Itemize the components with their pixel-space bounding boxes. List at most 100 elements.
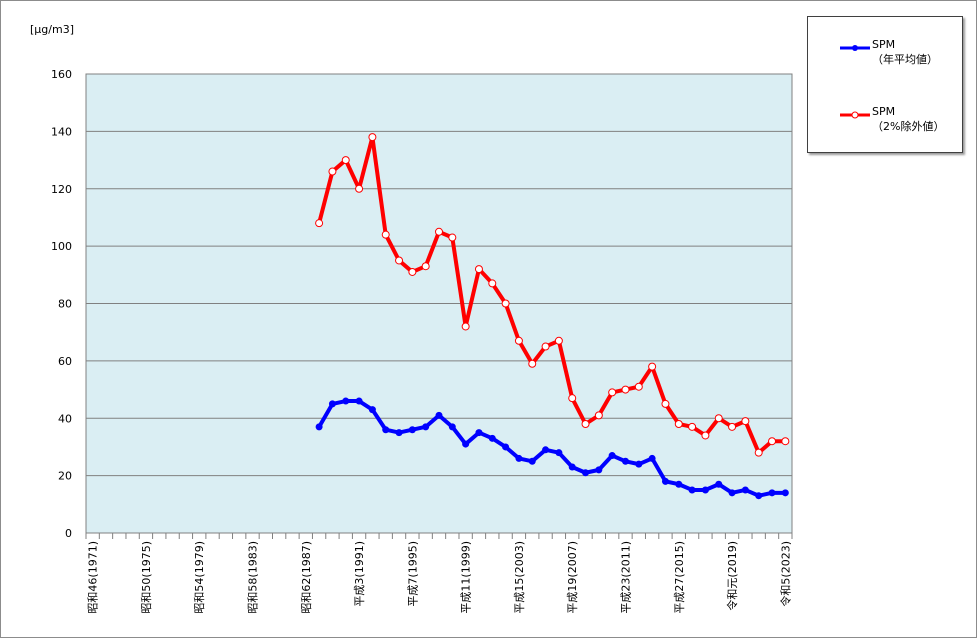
x-tick-label: 昭和62(1987) xyxy=(300,541,313,614)
data-point xyxy=(342,397,350,405)
data-point xyxy=(435,411,443,419)
data-point xyxy=(341,156,350,165)
x-tick-label: 令和5(2023) xyxy=(778,541,792,607)
x-tick-label: 平成7(1995) xyxy=(406,541,419,607)
x-tick-label: 昭和50(1975) xyxy=(140,541,153,614)
data-point xyxy=(728,489,736,497)
data-point xyxy=(768,489,776,497)
data-point xyxy=(488,434,496,442)
legend: SPM （年平均値） SPM （2%除外値） xyxy=(807,16,963,153)
legend-sublabel-2pct: （2%除外値） xyxy=(872,120,945,133)
data-point xyxy=(328,400,336,408)
x-tick-label: 平成3(1991) xyxy=(353,541,366,607)
legend-label-2pct: SPM xyxy=(872,105,896,118)
data-point xyxy=(661,399,670,408)
data-point xyxy=(595,466,603,474)
data-point xyxy=(594,411,603,420)
data-point xyxy=(621,385,630,394)
data-point xyxy=(368,133,377,142)
legend-swatch-blue xyxy=(840,45,870,51)
data-point xyxy=(568,463,576,471)
data-point xyxy=(381,230,390,239)
data-point xyxy=(635,460,643,468)
data-point xyxy=(448,233,457,242)
data-point xyxy=(395,256,404,265)
data-point xyxy=(355,184,364,193)
data-point xyxy=(688,422,697,431)
data-point xyxy=(781,437,790,446)
data-point xyxy=(608,452,616,460)
data-point xyxy=(515,454,523,462)
data-point xyxy=(555,449,563,457)
data-point xyxy=(714,414,723,423)
data-point xyxy=(315,219,324,228)
data-point xyxy=(582,469,590,477)
data-point xyxy=(715,480,723,488)
data-point xyxy=(581,419,590,428)
data-point xyxy=(648,454,656,462)
y-tick-label: 120 xyxy=(51,183,72,196)
data-point xyxy=(435,227,443,236)
x-tick-label: 平成27(2015) xyxy=(673,541,686,614)
data-point xyxy=(328,167,337,176)
data-point xyxy=(768,437,777,446)
data-point xyxy=(754,448,763,457)
y-tick-label: 100 xyxy=(51,240,72,253)
data-point xyxy=(755,492,763,500)
y-tick-label: 0 xyxy=(65,527,72,540)
data-point xyxy=(621,457,629,465)
x-tick-label: 平成15(2003) xyxy=(513,541,526,614)
y-tick-label: 20 xyxy=(58,470,72,483)
data-point xyxy=(422,423,430,431)
data-point xyxy=(568,394,577,403)
unit-label: [μg/m3] xyxy=(30,23,74,36)
data-point xyxy=(488,279,497,288)
data-point xyxy=(368,406,376,414)
data-point xyxy=(408,426,416,434)
data-point xyxy=(634,382,643,391)
legend-label-annual: SPM xyxy=(872,38,896,51)
data-point xyxy=(355,397,363,405)
data-point xyxy=(661,477,669,485)
data-point xyxy=(408,267,417,276)
data-point xyxy=(648,362,657,371)
x-tick-label: 平成19(2007) xyxy=(566,541,579,614)
data-point xyxy=(675,480,683,488)
data-point xyxy=(395,429,403,437)
legend-item-annual-mean: SPM （年平均値） xyxy=(834,38,962,74)
data-point xyxy=(688,486,696,494)
data-point xyxy=(781,489,789,497)
data-point xyxy=(382,426,390,434)
legend-item-2pct-excluded: SPM （2%除外値） xyxy=(834,105,962,141)
data-point xyxy=(461,322,470,331)
y-tick-label: 160 xyxy=(51,68,72,81)
legend-sublabel-annual: （年平均値） xyxy=(872,53,938,66)
x-tick-label: 平成11(1999) xyxy=(460,541,473,614)
x-tick-label: 昭和54(1979) xyxy=(193,541,206,614)
y-tick-label: 40 xyxy=(58,412,72,425)
data-point xyxy=(462,440,470,448)
data-point xyxy=(674,419,683,428)
y-tick-label: 140 xyxy=(51,125,72,138)
data-point xyxy=(315,423,323,431)
data-point xyxy=(608,388,617,397)
data-point xyxy=(448,423,456,431)
x-tick-label: 昭和46(1971) xyxy=(87,541,100,614)
data-point xyxy=(741,486,749,494)
data-point xyxy=(514,336,523,345)
x-tick-label: 平成23(2011) xyxy=(619,541,632,614)
data-point xyxy=(502,443,510,451)
data-point xyxy=(501,299,510,308)
data-point xyxy=(554,336,563,345)
data-point xyxy=(741,417,750,426)
data-point xyxy=(421,262,430,271)
data-point xyxy=(542,446,550,454)
x-tick-label: 昭和58(1983) xyxy=(247,541,260,614)
data-point xyxy=(701,486,709,494)
data-point xyxy=(528,359,537,368)
data-point xyxy=(474,265,483,274)
legend-swatch-red xyxy=(840,111,870,119)
x-tick-label: 令和元(2019) xyxy=(725,541,739,611)
data-point xyxy=(701,431,710,440)
